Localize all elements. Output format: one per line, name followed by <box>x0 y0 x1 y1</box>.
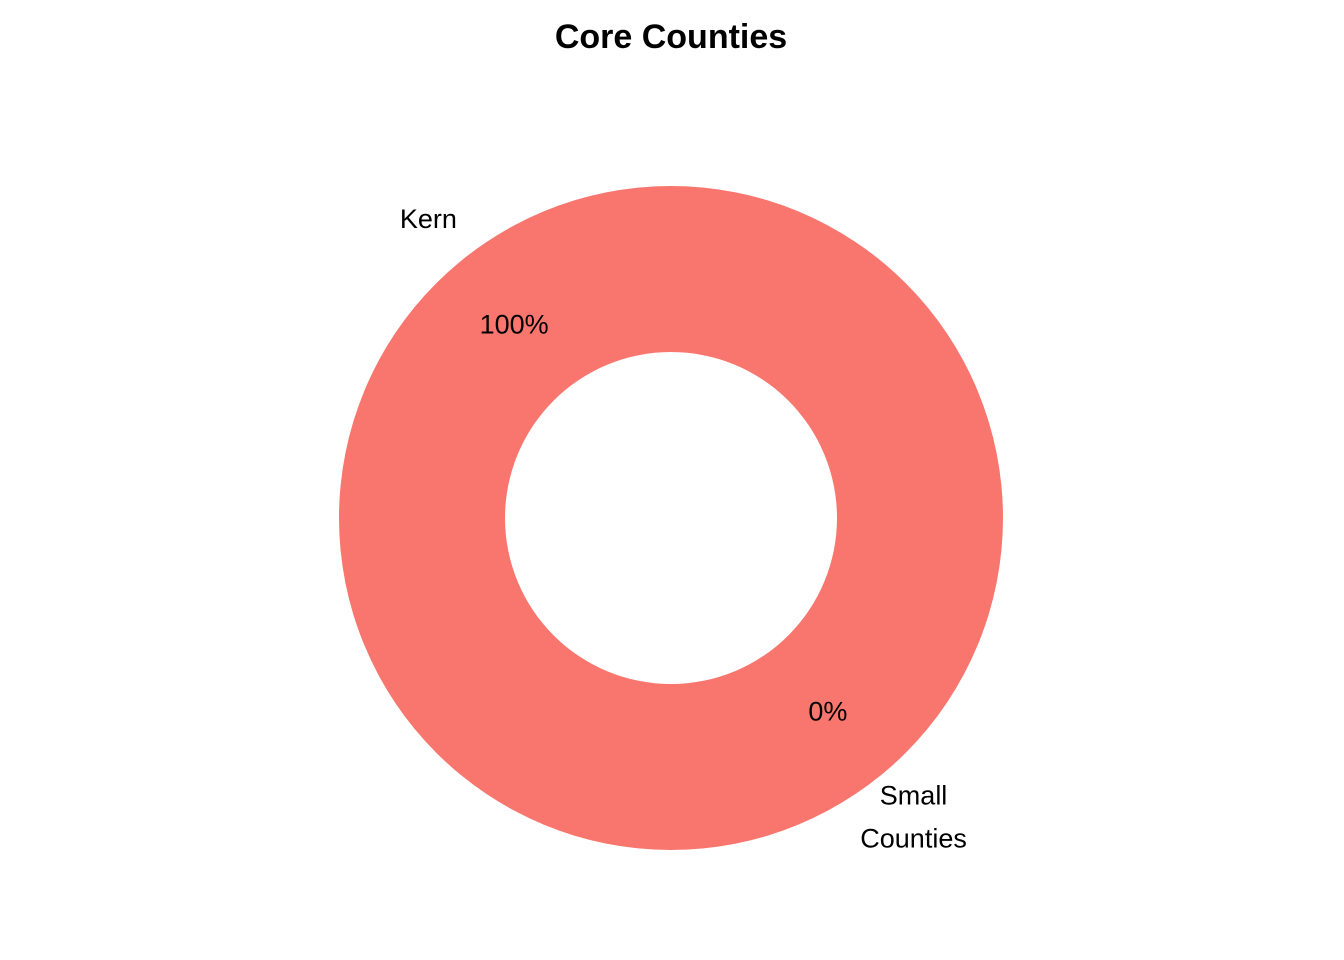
category-label-small-counties: Small Counties <box>860 780 967 853</box>
slices-layer <box>339 186 1003 850</box>
pct-label-small-counties: 0% <box>808 696 847 726</box>
pct-label-kern: 100% <box>480 310 549 340</box>
category-label-kern: Kern <box>400 204 457 234</box>
chart-title: Core Counties <box>555 18 787 56</box>
labels-layer: 100% Kern 0% Small Counties <box>400 204 967 853</box>
slice-kern <box>339 186 1003 850</box>
